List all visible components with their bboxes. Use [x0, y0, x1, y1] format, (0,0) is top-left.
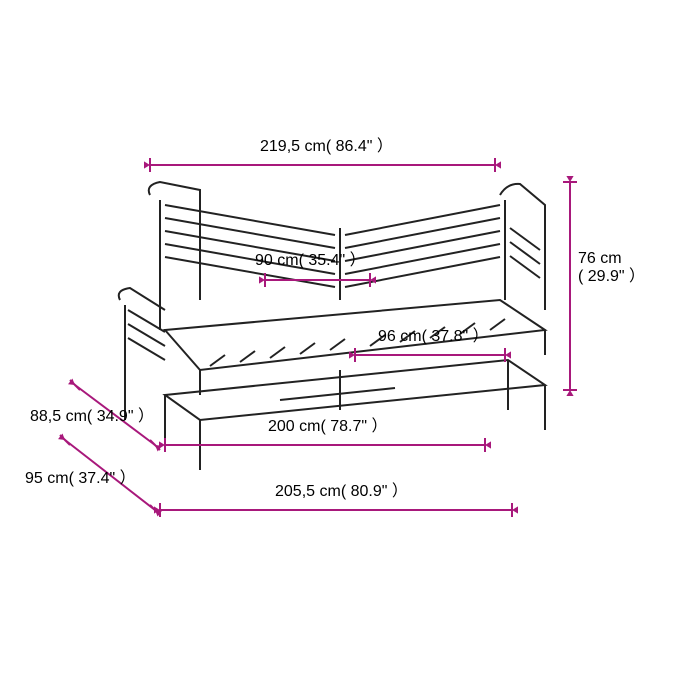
- dim-full_depth: 95 cm( 37.4" ）: [25, 470, 136, 488]
- dimension-diagram: 219,5 cm( 86.4" ） 76 cm( 29.9" ） 90 cm( 35…: [0, 0, 700, 700]
- dim-inner_half: 96 cm( 37.8" ）: [378, 328, 489, 346]
- drawing-canvas: [0, 0, 700, 700]
- dim-outer_length: 205,5 cm( 80.9" ）: [275, 483, 408, 501]
- dim-top_width: 219,5 cm( 86.4" ）: [260, 138, 393, 156]
- dim-right_height: 76 cm( 29.9" ）: [578, 250, 645, 285]
- dimension-lines: [58, 158, 577, 517]
- dim-slat_length: 200 cm( 78.7" ）: [268, 418, 388, 436]
- dim-seat_depth: 88,5 cm( 34.9" ）: [30, 408, 154, 426]
- dim-inner_depth: 90 cm( 35.4" ）: [255, 252, 366, 270]
